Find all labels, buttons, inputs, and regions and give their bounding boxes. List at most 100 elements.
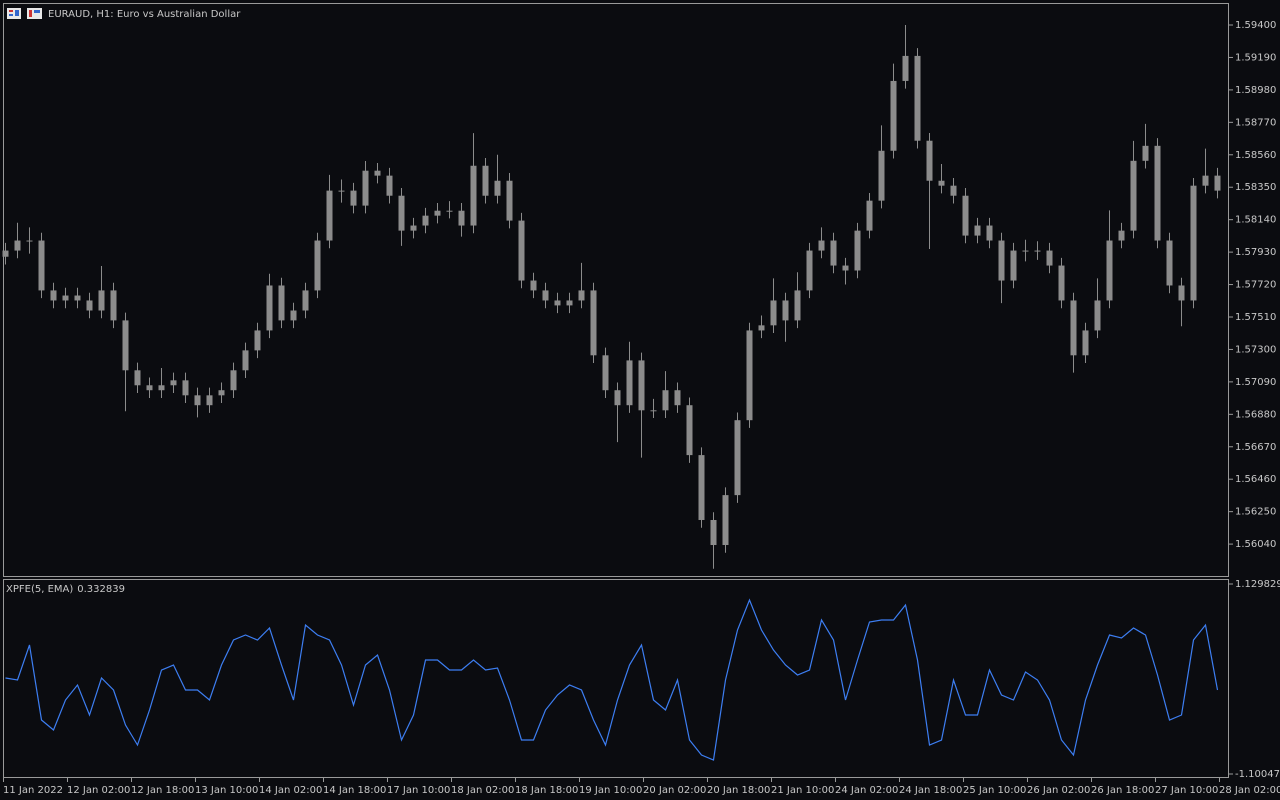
y-tick-label: 1.56880: [1235, 409, 1276, 420]
x-tick-label: 24 Jan 18:00: [899, 785, 962, 796]
candle-body: [1190, 185, 1197, 301]
candle-body: [122, 320, 129, 371]
candle-body: [458, 210, 465, 226]
candle-body: [1154, 145, 1161, 241]
icon[interactable]: [34, 10, 40, 13]
indicator-value: 0.332839: [77, 584, 125, 595]
candle-body: [410, 225, 417, 231]
candle-body: [914, 55, 921, 141]
x-tick-label: 12 Jan 18:00: [131, 785, 194, 796]
candle-body: [494, 180, 501, 196]
candle-body: [926, 140, 933, 181]
icon[interactable]: [27, 8, 42, 19]
y-tick-label: 1.59190: [1235, 52, 1276, 63]
symbol-icon[interactable]: [27, 8, 42, 19]
candle-body: [86, 300, 93, 311]
x-tick-label: 20 Jan 18:00: [707, 785, 770, 796]
candle-body: [866, 200, 873, 231]
icon[interactable]: [29, 10, 32, 17]
x-tick-label: 21 Jan 10:00: [771, 785, 834, 796]
candle-body: [290, 310, 297, 321]
candle-body: [278, 285, 285, 321]
candle-body: [806, 250, 813, 291]
y-tick-label: 1.59400: [1235, 20, 1276, 31]
x-tick-label: 18 Jan 18:00: [515, 785, 578, 796]
candle-body: [182, 380, 189, 396]
icon[interactable]: [9, 14, 13, 16]
x-tick-label: 17 Jan 10:00: [387, 785, 450, 796]
candle-body: [674, 390, 681, 406]
candle-body: [206, 395, 213, 406]
candle-body: [590, 290, 597, 356]
x-tick-label: 28 Jan 02:00: [1219, 785, 1280, 796]
y-tick-label: 1.56460: [1235, 474, 1276, 485]
x-tick-label: 14 Jan 02:00: [259, 785, 322, 796]
x-tick-label: 18 Jan 02:00: [451, 785, 514, 796]
candle-body: [26, 240, 33, 242]
candle-body: [1166, 240, 1173, 286]
candle-body: [326, 190, 333, 241]
x-tick-label: 20 Jan 02:00: [643, 785, 706, 796]
candle-body: [266, 285, 273, 331]
candle-body: [362, 170, 369, 206]
candle-body: [518, 220, 525, 281]
candle-body: [1106, 240, 1113, 301]
candle-body: [1046, 250, 1053, 266]
menu-icon[interactable]: [7, 8, 21, 19]
candle-body: [770, 300, 777, 326]
x-tick-label: 14 Jan 18:00: [323, 785, 386, 796]
candle-body: [554, 300, 561, 306]
x-tick-label: 25 Jan 10:00: [963, 785, 1026, 796]
candle-body: [986, 225, 993, 241]
candle-body: [386, 175, 393, 196]
y-tick-label: -1.100477: [1235, 769, 1280, 780]
candle-body: [974, 225, 981, 236]
y-tick-label: 1.129829: [1235, 579, 1280, 590]
candle-body: [110, 290, 117, 321]
candle-body: [1094, 300, 1101, 331]
y-tick-label: 1.56040: [1235, 539, 1276, 550]
candle-body: [902, 55, 909, 81]
candle-body: [1130, 160, 1137, 231]
candle-body: [1214, 175, 1221, 191]
candle-body: [818, 240, 825, 251]
candle-body: [962, 195, 969, 236]
candle-body: [854, 230, 861, 271]
y-tick-label: 1.58560: [1235, 150, 1276, 161]
y-tick-label: 1.58770: [1235, 117, 1276, 128]
candle-body: [446, 210, 453, 212]
candle-body: [74, 295, 81, 301]
y-tick-label: 1.57090: [1235, 377, 1276, 388]
candle-body: [782, 300, 789, 321]
candle-body: [194, 395, 201, 406]
x-tick-label: 19 Jan 10:00: [579, 785, 642, 796]
candle-body: [950, 185, 957, 196]
candle-body: [710, 519, 717, 546]
candle-body: [1070, 300, 1077, 356]
candle-body: [746, 330, 753, 421]
candle-body: [374, 170, 381, 176]
icon[interactable]: [15, 10, 19, 16]
x-tick-label: 13 Jan 10:00: [195, 785, 258, 796]
candle-body: [542, 290, 549, 301]
candle-body: [938, 180, 945, 186]
candle-body: [1202, 175, 1209, 186]
indicator-line: [5, 598, 1219, 761]
candle-body: [158, 385, 165, 391]
candle-body: [242, 350, 249, 371]
y-tick-label: 1.57300: [1235, 344, 1276, 355]
candle-body: [218, 390, 225, 396]
candle-body: [2, 250, 9, 257]
candle-body: [626, 360, 633, 406]
candle-body: [1142, 145, 1149, 161]
y-tick-label: 1.58140: [1235, 215, 1276, 226]
candle-body: [338, 190, 345, 192]
y-tick-label: 1.56670: [1235, 442, 1276, 453]
candle-body: [1034, 250, 1041, 252]
y-tick-label: 1.58350: [1235, 182, 1276, 193]
icon[interactable]: [9, 10, 13, 12]
candle-body: [602, 355, 609, 391]
icon[interactable]: [7, 8, 21, 19]
